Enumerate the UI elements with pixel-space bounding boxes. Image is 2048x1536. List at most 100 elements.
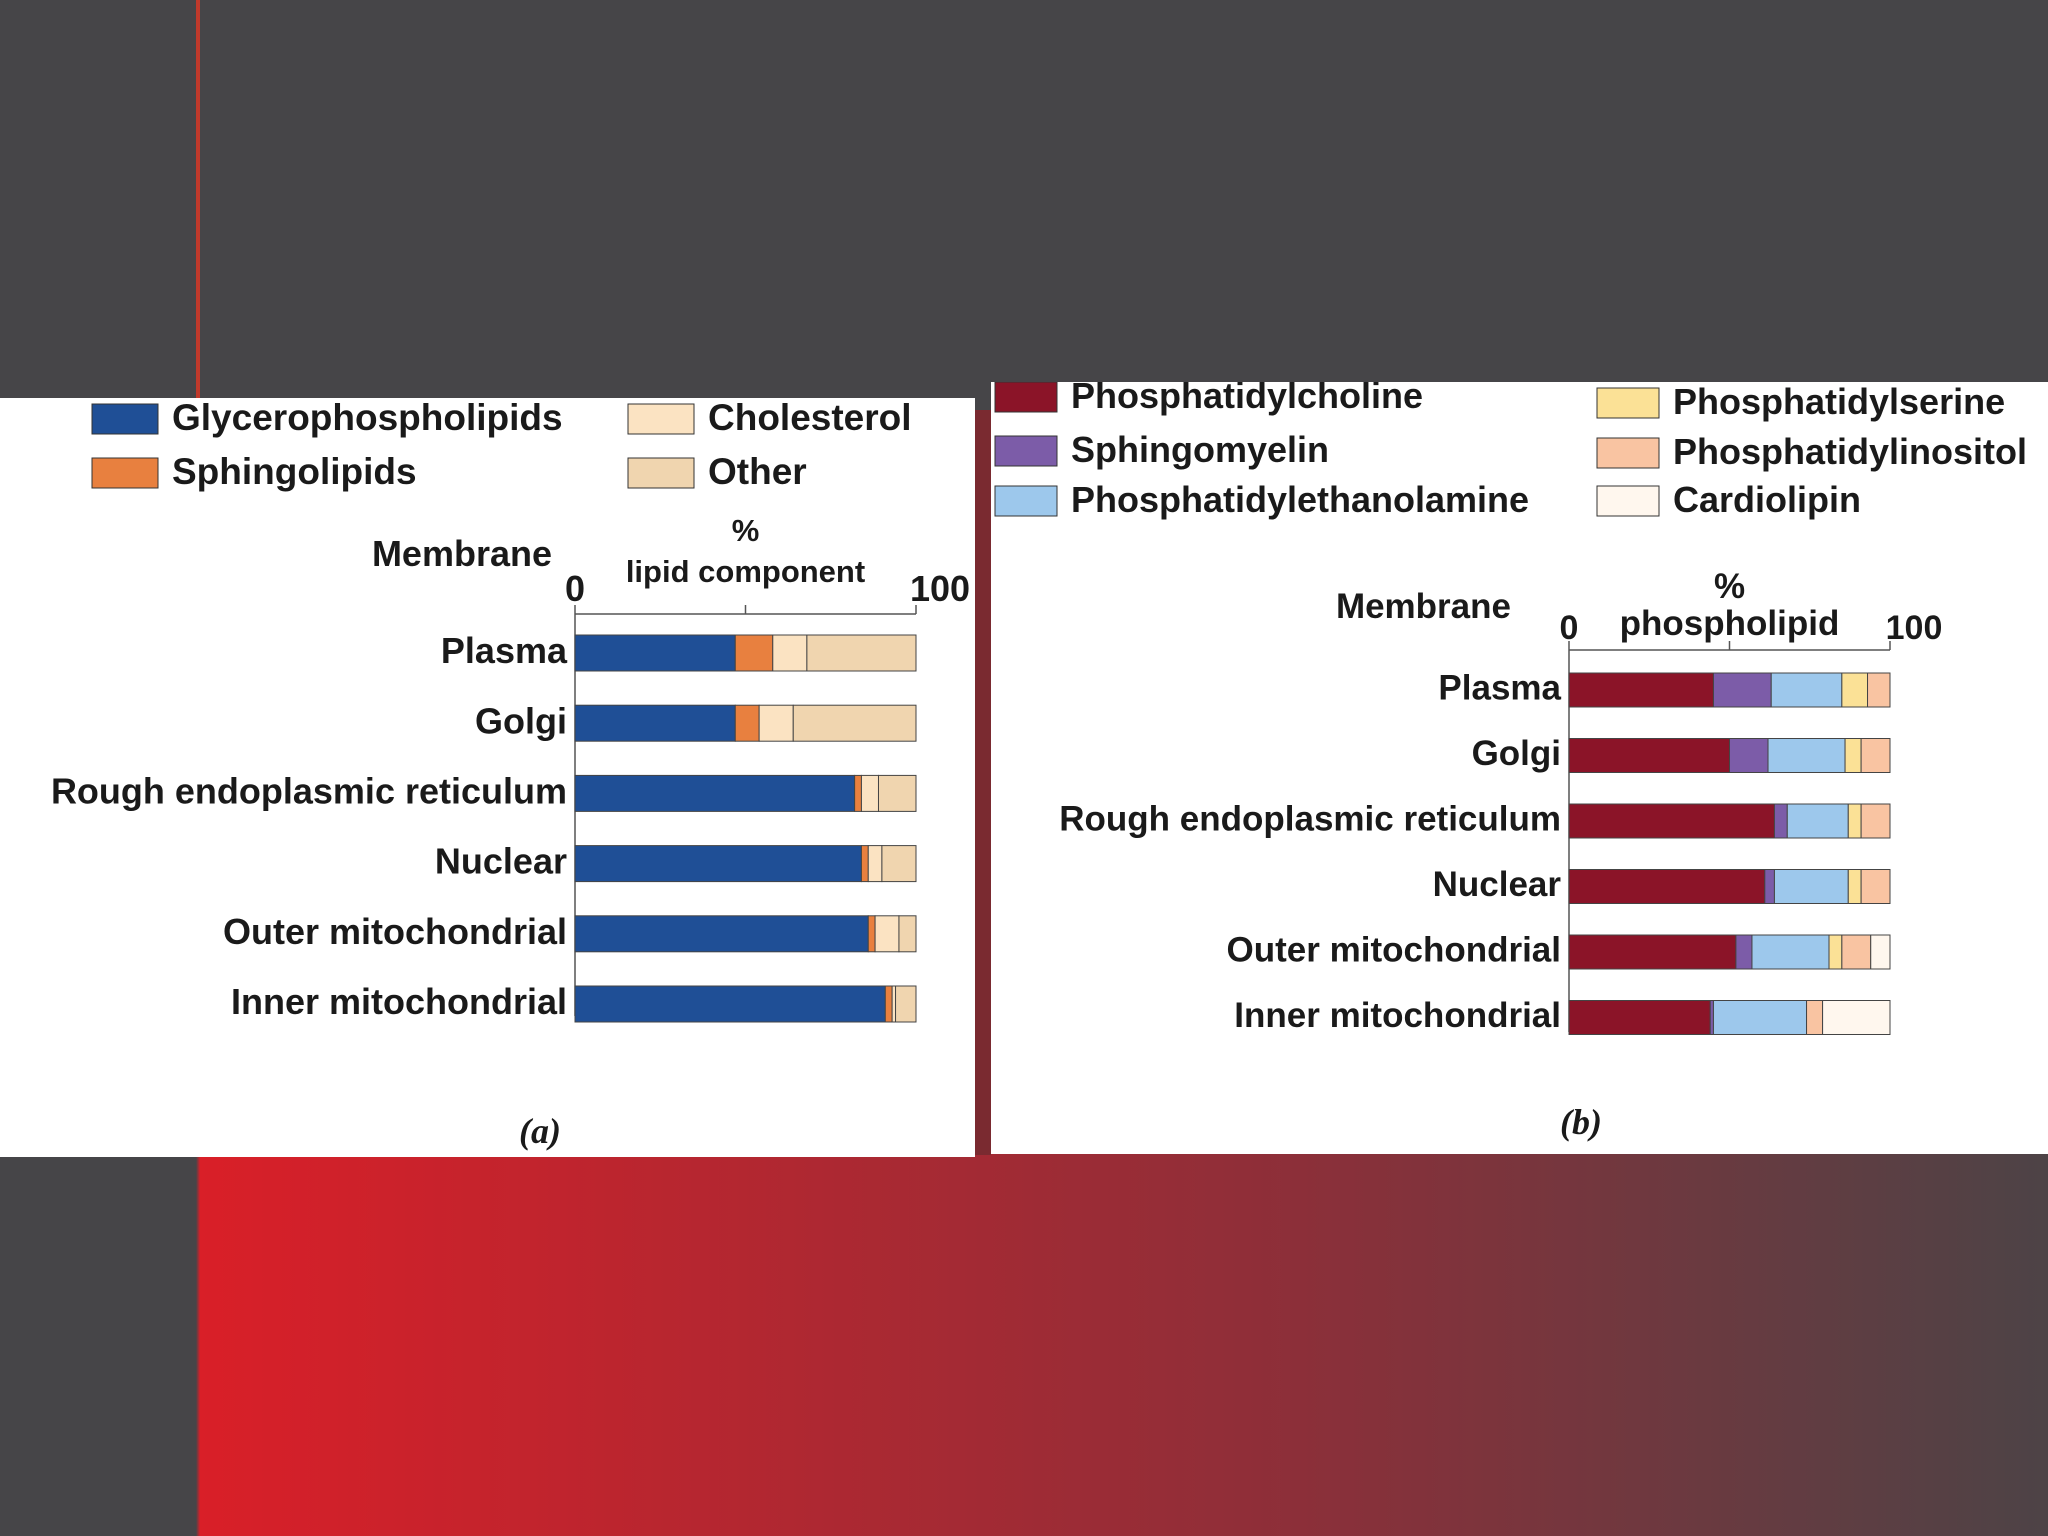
bar-segment-glycerophospholipids bbox=[574, 704, 736, 742]
x-tick-label: 100 bbox=[910, 568, 970, 609]
category-label-golgi: Golgi bbox=[1472, 734, 1561, 773]
category-label-inner-mitochondrial: Inner mitochondrial bbox=[231, 981, 567, 1022]
bar-segment-phosphatidylcholine bbox=[1568, 672, 1714, 708]
bar-segment-sphingomyelin bbox=[1735, 934, 1753, 970]
legend-label-phosphatidylcholine: Phosphatidylcholine bbox=[1071, 382, 1423, 416]
bar-segment-phosphatidylinositol bbox=[1860, 738, 1891, 773]
bar-segment-sphingomyelin bbox=[1773, 803, 1788, 839]
legend-label-phosphatidylethanolamine: Phosphatidylethanolamine bbox=[1071, 479, 1529, 520]
bar-segment-sphingolipids bbox=[734, 704, 760, 742]
bar-segment-phosphatidylserine bbox=[1847, 803, 1862, 839]
x-tick-label: 0 bbox=[1560, 609, 1579, 647]
bar-segment-other bbox=[806, 634, 917, 672]
bar-segment-cholesterol bbox=[874, 915, 900, 953]
chart-a-svg: Glycerophospholipids Sphingolipids Cholest… bbox=[51, 397, 970, 1151]
bar-segment-cholesterol bbox=[758, 704, 794, 742]
axis-label: lipid component bbox=[626, 554, 865, 589]
bar-segment-phosphatidylinositol bbox=[1860, 869, 1891, 904]
legend-swatch-sphingolipids bbox=[91, 457, 159, 489]
bar-segment-phosphatidylserine bbox=[1828, 934, 1843, 970]
bar-segment-phosphatidylinositol bbox=[1841, 934, 1872, 970]
bar-segment-sphingomyelin bbox=[1729, 738, 1769, 773]
bar-segment-cardiolipin bbox=[1870, 934, 1891, 970]
bar-segment-glycerophospholipids bbox=[574, 985, 886, 1023]
category-header: Membrane bbox=[372, 533, 552, 574]
bar-segment-phosphatidylinositol bbox=[1806, 1000, 1824, 1035]
chart-panel-a: Glycerophospholipids Sphingolipids Cholest… bbox=[0, 397, 975, 1157]
bar-segment-phosphatidylethanolamine bbox=[1773, 869, 1849, 904]
bar-segment-phosphatidylethanolamine bbox=[1751, 934, 1830, 970]
bar-segment-cholesterol bbox=[891, 985, 897, 1023]
bar-segment-glycerophospholipids bbox=[574, 845, 862, 883]
bar-segment-other bbox=[898, 915, 917, 953]
legend-swatch-phosphatidylserine bbox=[1596, 387, 1660, 419]
bar-segment-sphingolipids bbox=[860, 845, 869, 883]
axis-label-percent: % bbox=[1714, 567, 1745, 606]
bar-segment-other bbox=[895, 985, 917, 1023]
bar-segment-phosphatidylcholine bbox=[1568, 869, 1766, 904]
category-label-nuclear: Nuclear bbox=[435, 841, 567, 882]
bar-segment-phosphatidylethanolamine bbox=[1712, 1000, 1808, 1035]
bar-segment-glycerophospholipids bbox=[574, 774, 856, 812]
bar-segment-sphingolipids bbox=[734, 634, 774, 672]
bar-segment-sphingomyelin bbox=[1712, 672, 1772, 708]
bar-segment-other bbox=[792, 704, 917, 742]
category-label-plasma: Plasma bbox=[1438, 669, 1561, 708]
category-label-golgi: Golgi bbox=[475, 700, 567, 741]
category-label-inner-mitochondrial: Inner mitochondrial bbox=[1234, 996, 1561, 1035]
bar-segment-sphingolipids bbox=[884, 985, 893, 1023]
legend-swatch-other bbox=[627, 457, 695, 489]
bar-segment-phosphatidylcholine bbox=[1568, 934, 1737, 970]
chart-b-svg: Phosphatidylcholine Sphingomyelin Phosphat… bbox=[994, 375, 2027, 1142]
bar-segment-cholesterol bbox=[867, 845, 883, 883]
legend-swatch-phosphatidylinositol bbox=[1596, 437, 1660, 469]
legend-label-phosphatidylserine: Phosphatidylserine bbox=[1673, 382, 2005, 422]
bar-segment-other bbox=[877, 774, 917, 812]
slide-background-top bbox=[0, 0, 2048, 398]
category-label-outer-mitochondrial: Outer mitochondrial bbox=[223, 911, 567, 952]
bar-segment-phosphatidylethanolamine bbox=[1767, 738, 1846, 773]
legend-swatch-phosphatidylethanolamine bbox=[994, 485, 1058, 517]
legend-label-sphingomyelin: Sphingomyelin bbox=[1071, 429, 1329, 470]
bar-segment-cardiolipin bbox=[1822, 1000, 1891, 1035]
category-label-rough-endoplasmic-reticulum: Rough endoplasmic reticulum bbox=[1059, 800, 1561, 839]
bar-segment-phosphatidylserine bbox=[1847, 869, 1862, 904]
legend-label-glycerophospholipids: Glycerophospholipids bbox=[172, 398, 563, 438]
legend-label-cholesterol: Cholesterol bbox=[708, 398, 912, 438]
panel-divider bbox=[975, 410, 991, 1155]
category-label-outer-mitochondrial: Outer mitochondrial bbox=[1227, 931, 1561, 970]
bar-segment-phosphatidylserine bbox=[1844, 738, 1862, 773]
category-header: Membrane bbox=[1336, 587, 1511, 626]
category-label-rough-endoplasmic-reticulum: Rough endoplasmic reticulum bbox=[51, 770, 567, 811]
bar-segment-glycerophospholipids bbox=[574, 634, 736, 672]
legend-swatch-phosphatidylcholine bbox=[994, 381, 1058, 413]
bar-segment-sphingolipids bbox=[854, 774, 862, 812]
bar-segment-phosphatidylcholine bbox=[1568, 803, 1775, 839]
legend-label-cardiolipin: Cardiolipin bbox=[1673, 479, 1861, 520]
x-tick-label: 0 bbox=[565, 568, 585, 609]
bar-segment-phosphatidylethanolamine bbox=[1786, 803, 1849, 839]
x-tick-label: 100 bbox=[1886, 609, 1943, 647]
legend-label-sphingolipids: Sphingolipids bbox=[172, 451, 417, 492]
category-label-plasma: Plasma bbox=[441, 630, 568, 671]
bar-segment-phosphatidylethanolamine bbox=[1770, 672, 1843, 708]
bar-segment-cholesterol bbox=[772, 634, 808, 672]
bar-segment-phosphatidylserine bbox=[1841, 672, 1869, 708]
bar-segment-phosphatidylcholine bbox=[1568, 1000, 1711, 1035]
bar-segment-sphingomyelin bbox=[1764, 869, 1775, 904]
bar-segment-sphingolipids bbox=[867, 915, 876, 953]
bar-segment-phosphatidylcholine bbox=[1568, 738, 1730, 773]
bar-segment-cholesterol bbox=[860, 774, 879, 812]
chart-panel-b: Phosphatidylcholine Sphingomyelin Phosphat… bbox=[991, 375, 2048, 1154]
legend-label-other: Other bbox=[708, 451, 807, 492]
panel-label: (b) bbox=[1560, 1102, 1602, 1142]
bar-segment-glycerophospholipids bbox=[574, 915, 869, 953]
category-label-nuclear: Nuclear bbox=[1433, 865, 1562, 904]
accent-line bbox=[196, 0, 200, 398]
bar-segment-other bbox=[881, 845, 917, 883]
slide-background-bottom bbox=[0, 1150, 2048, 1536]
legend-swatch-cholesterol bbox=[627, 403, 695, 435]
legend-swatch-sphingomyelin bbox=[994, 435, 1058, 467]
axis-label-percent: % bbox=[732, 513, 760, 548]
panel-label: (a) bbox=[519, 1111, 561, 1151]
